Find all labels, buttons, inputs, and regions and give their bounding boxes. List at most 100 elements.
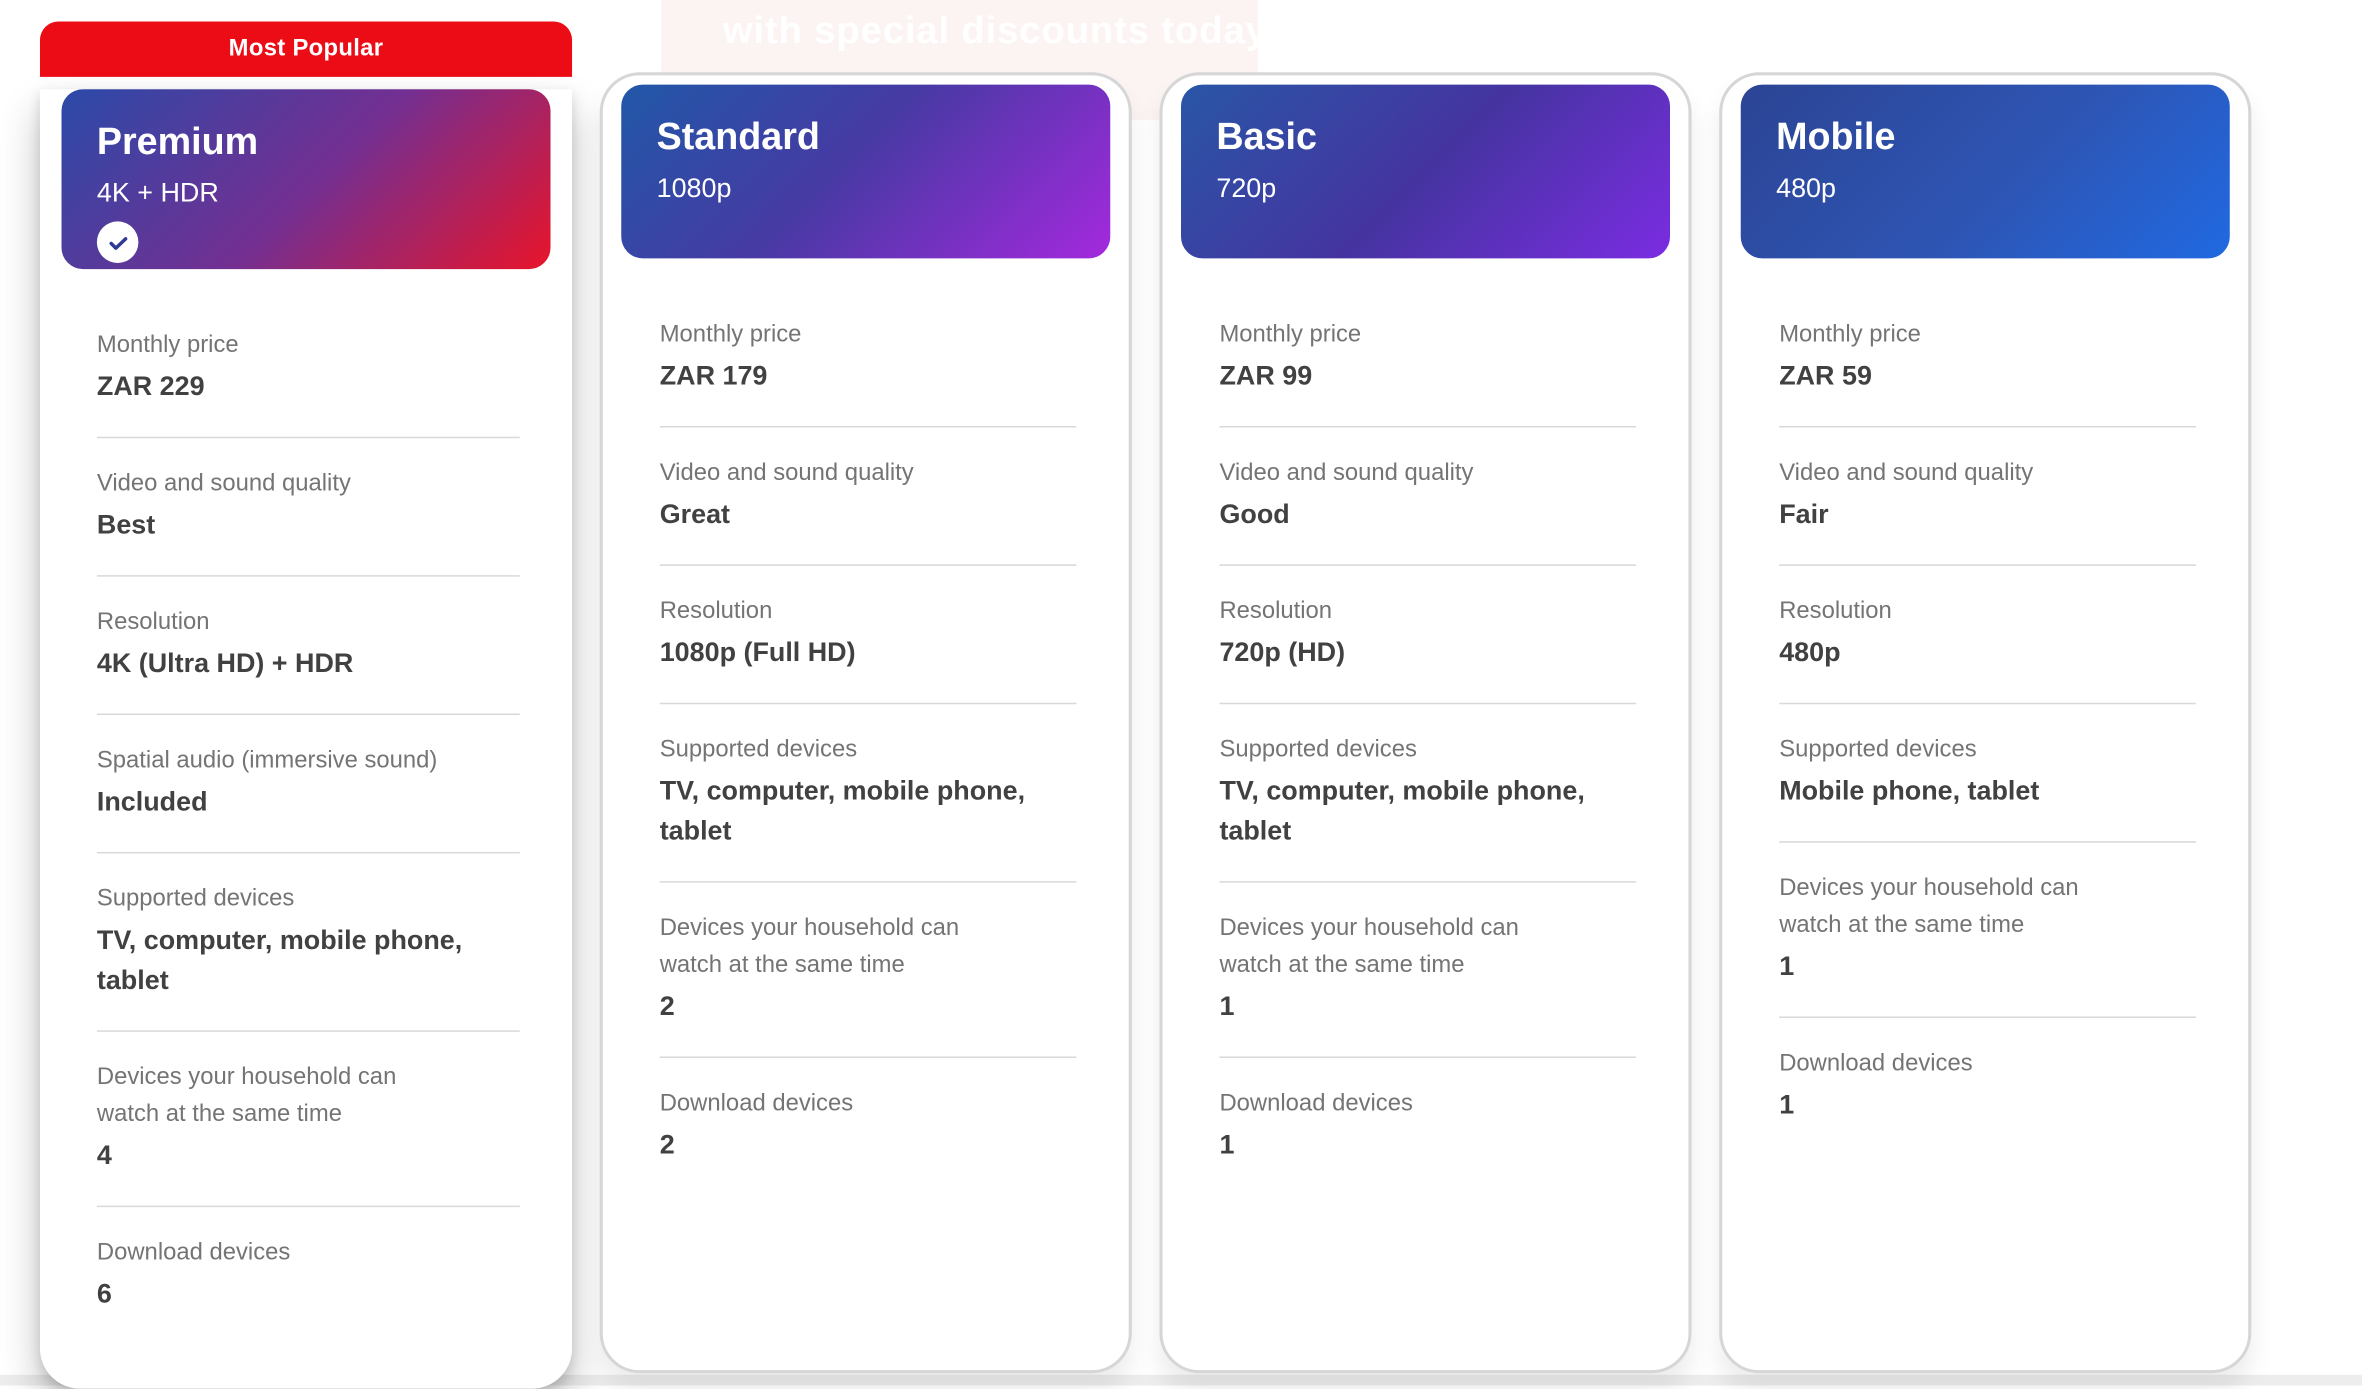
feature-row: Resolution 1080p (Full HD) bbox=[659, 566, 1077, 705]
feature-value: 6 bbox=[96, 1277, 112, 1309]
plan-card-mobile[interactable]: Mobile 480p Monthly price ZAR 59 Video and… bbox=[1719, 72, 2252, 1374]
feature-value: Good bbox=[1219, 498, 1290, 529]
feature-row: Devices your household can watch at the … bbox=[1219, 883, 1637, 1058]
feature-value: 1080p (Full HD) bbox=[659, 636, 856, 668]
feature-label: Devices your household can watch at the … bbox=[96, 1064, 397, 1128]
feature-label: Download devices bbox=[659, 1090, 854, 1117]
feature-label: Video and sound quality bbox=[96, 470, 351, 497]
feature-value: 1 bbox=[1219, 1128, 1235, 1160]
feature-row: Monthly price ZAR 59 bbox=[1779, 289, 2196, 428]
page-bottom-strip bbox=[0, 1374, 2362, 1386]
feature-value: ZAR 179 bbox=[659, 359, 768, 391]
feature-row: Devices your household can watch at the … bbox=[1779, 843, 2196, 1018]
feature-label: Devices your household can watch at the … bbox=[1779, 874, 2079, 939]
feature-label: Supported devices bbox=[1779, 736, 1977, 763]
plan-feature-list: Monthly price ZAR 59 Video and sound quali… bbox=[1722, 258, 2248, 1155]
feature-row: Supported devices TV, computer, mobile ph… bbox=[659, 704, 1077, 883]
plan-subtitle: 720p bbox=[1216, 172, 1277, 204]
feature-row: Video and sound quality Best bbox=[96, 438, 520, 577]
feature-value: TV, computer, mobile phone, tablet bbox=[96, 924, 463, 995]
plan-card-body[interactable]: Premium 4K + HDR Monthly price ZAR 229 Vid… bbox=[39, 89, 573, 1389]
feature-value: 2 bbox=[659, 1128, 675, 1160]
plan-card-standard[interactable]: Standard 1080p Monthly price ZAR 179 Video… bbox=[599, 72, 1132, 1374]
plan-header[interactable]: Standard 1080p bbox=[621, 84, 1111, 259]
feature-label: Download devices bbox=[1219, 1090, 1413, 1117]
feature-row: Video and sound quality Great bbox=[659, 427, 1077, 566]
plan-feature-list: Monthly price ZAR 99 Video and sound quali… bbox=[1163, 258, 1689, 1194]
feature-label: Supported devices bbox=[1219, 736, 1417, 763]
feature-value: Fair bbox=[1779, 498, 1829, 529]
feature-value: Mobile phone, tablet bbox=[1779, 775, 2040, 806]
feature-label: Resolution bbox=[1779, 598, 1892, 625]
plan-card-premium[interactable]: Most Popular Premium 4K + HDR Monthly pr… bbox=[39, 21, 573, 1389]
feature-label: Resolution bbox=[96, 608, 210, 636]
feature-row: Download devices 6 bbox=[97, 1207, 520, 1344]
feature-label: Video and sound quality bbox=[1219, 459, 1474, 486]
promo-overlay-text: with special discounts today bbox=[722, 9, 1258, 53]
feature-value: ZAR 59 bbox=[1779, 359, 1872, 391]
feature-label: Resolution bbox=[1219, 598, 1333, 625]
feature-value: 480p bbox=[1779, 636, 1841, 668]
feature-label: Supported devices bbox=[659, 736, 858, 763]
feature-value: 1 bbox=[1219, 990, 1235, 1022]
plan-header[interactable]: Premium 4K + HDR bbox=[61, 89, 551, 270]
feature-row: Resolution 4K (Ultra HD) + HDR bbox=[96, 577, 520, 716]
feature-row: Resolution 720p (HD) bbox=[1219, 566, 1637, 705]
plan-title: Premium bbox=[96, 121, 259, 164]
feature-row: Monthly price ZAR 99 bbox=[1219, 289, 1637, 428]
feature-value: ZAR 229 bbox=[96, 370, 205, 402]
feature-label: Devices your household can watch at the … bbox=[659, 914, 960, 979]
plan-card-body[interactable]: Standard 1080p Monthly price ZAR 179 Video… bbox=[599, 72, 1132, 1374]
plan-header[interactable]: Mobile 480p bbox=[1740, 84, 2230, 259]
feature-label: Video and sound quality bbox=[1779, 459, 2034, 486]
feature-row: Supported devices TV, computer, mobile ph… bbox=[1219, 704, 1637, 883]
feature-value: ZAR 99 bbox=[1219, 359, 1313, 391]
feature-value: 1 bbox=[1779, 950, 1795, 982]
selected-check-icon bbox=[96, 222, 139, 264]
plan-subtitle: 480p bbox=[1776, 172, 1836, 204]
feature-value: 1 bbox=[1779, 1088, 1795, 1120]
feature-value: TV, computer, mobile phone, tablet bbox=[659, 775, 1026, 846]
feature-value: 2 bbox=[659, 990, 675, 1022]
feature-label: Devices your household can watch at the … bbox=[1219, 914, 1519, 979]
plan-card-body[interactable]: Basic 720p Monthly price ZAR 99 Video and … bbox=[1159, 72, 1692, 1374]
feature-label: Monthly price bbox=[96, 332, 239, 359]
feature-label: Download devices bbox=[1779, 1050, 1973, 1077]
feature-row: Devices your household can watch at the … bbox=[96, 1032, 520, 1208]
plan-feature-list: Monthly price ZAR 229 Video and sound qual… bbox=[40, 269, 572, 1344]
feature-label: Supported devices bbox=[96, 885, 295, 912]
feature-label: Resolution bbox=[659, 598, 773, 625]
feature-value: 4K (Ultra HD) + HDR bbox=[96, 647, 354, 679]
feature-row: Video and sound quality Good bbox=[1219, 427, 1637, 566]
plan-title: Mobile bbox=[1776, 116, 1896, 159]
feature-label: Monthly price bbox=[1779, 321, 1921, 348]
feature-value: Included bbox=[96, 785, 208, 817]
feature-row: Supported devices Mobile phone, tablet bbox=[1779, 704, 2196, 843]
feature-value: 4 bbox=[96, 1139, 112, 1171]
feature-row: Download devices 1 bbox=[1219, 1058, 1636, 1195]
feature-label: Spatial audio (immersive sound) bbox=[96, 747, 438, 774]
plan-header[interactable]: Basic 720p bbox=[1180, 84, 1671, 259]
plan-subtitle: 1080p bbox=[656, 172, 732, 204]
plan-card-basic[interactable]: Basic 720p Monthly price ZAR 99 Video and … bbox=[1159, 72, 1692, 1374]
plan-title: Standard bbox=[656, 116, 820, 159]
feature-row: Monthly price ZAR 229 bbox=[96, 300, 520, 439]
feature-value: Great bbox=[659, 498, 731, 529]
feature-label: Monthly price bbox=[1219, 321, 1362, 348]
feature-row: Download devices 2 bbox=[660, 1058, 1077, 1195]
feature-label: Video and sound quality bbox=[659, 459, 914, 486]
feature-row: Video and sound quality Fair bbox=[1779, 427, 2196, 566]
feature-value: 720p (HD) bbox=[1219, 636, 1346, 668]
feature-value: TV, computer, mobile phone, tablet bbox=[1219, 775, 1585, 846]
feature-value: Best bbox=[96, 508, 156, 540]
plan-title: Basic bbox=[1216, 116, 1317, 159]
feature-row: Download devices 1 bbox=[1779, 1018, 2196, 1155]
feature-row: Devices your household can watch at the … bbox=[659, 883, 1077, 1058]
feature-row: Resolution 480p bbox=[1779, 566, 2196, 705]
feature-row: Monthly price ZAR 179 bbox=[659, 289, 1077, 428]
plan-card-body[interactable]: Mobile 480p Monthly price ZAR 59 Video and… bbox=[1719, 72, 2252, 1374]
plan-feature-list: Monthly price ZAR 179 Video and sound qual… bbox=[603, 258, 1129, 1194]
feature-label: Monthly price bbox=[659, 321, 802, 348]
